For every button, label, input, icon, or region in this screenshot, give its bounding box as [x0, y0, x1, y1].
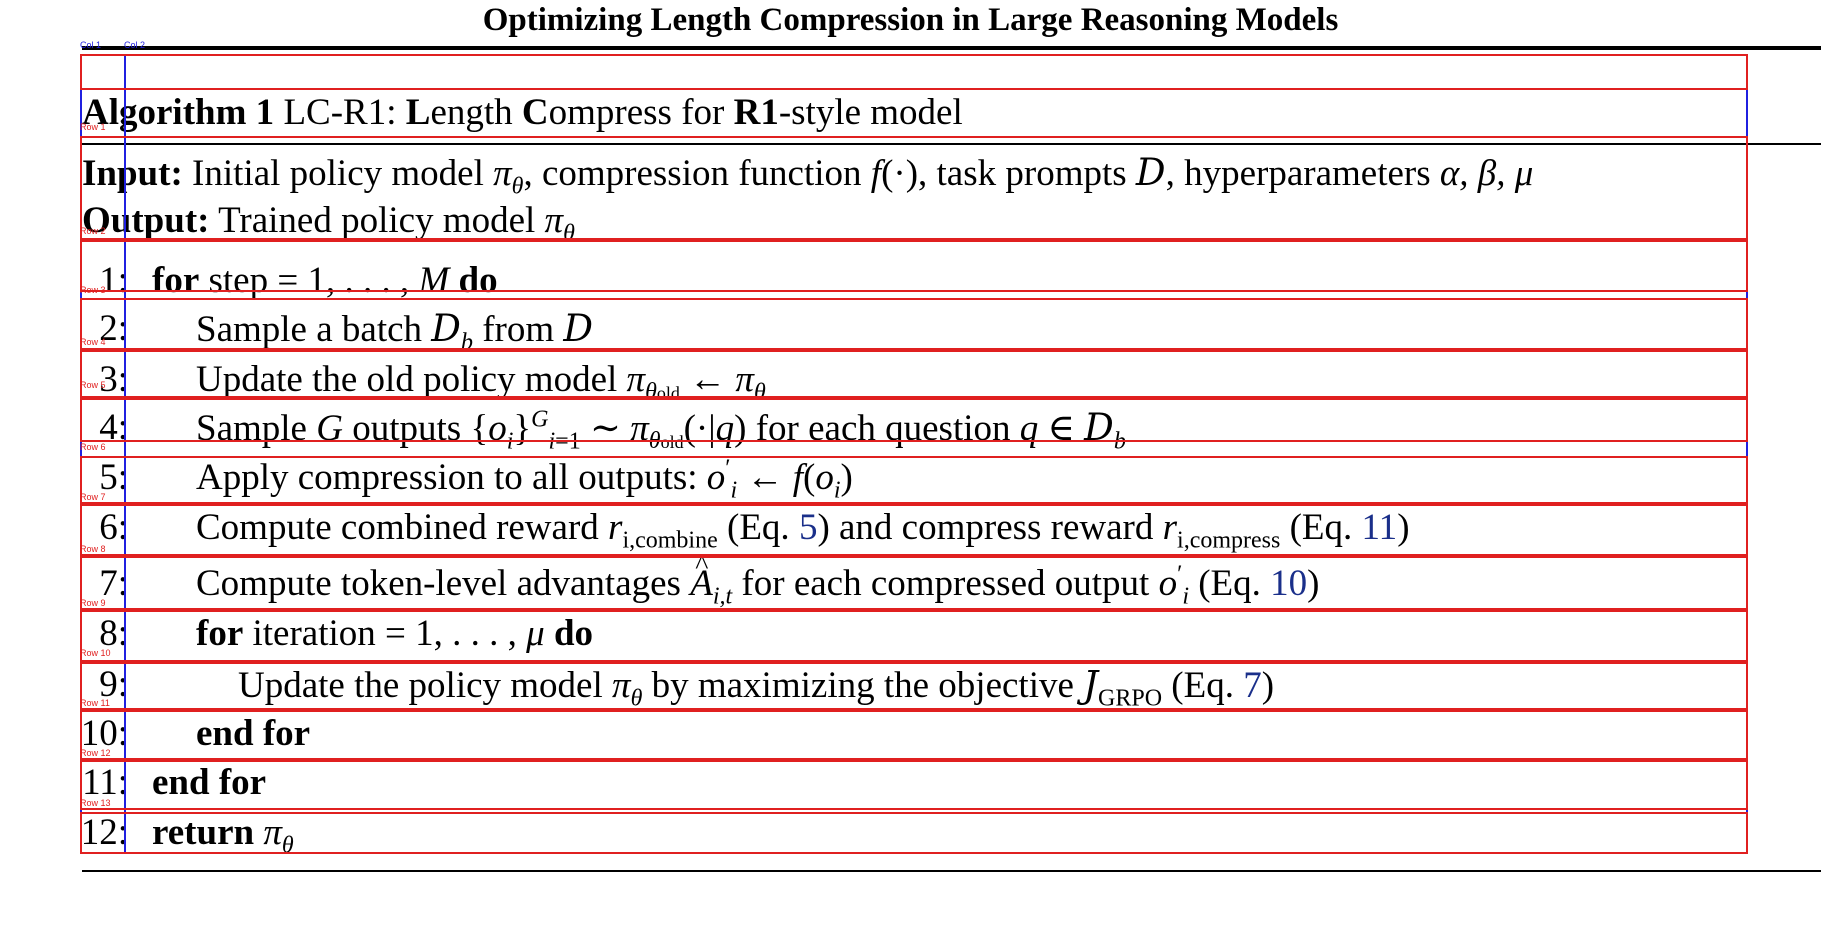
line-number: 11 — [80, 760, 128, 806]
running-head: Optimizing Length Compression in Large R… — [482, 2, 1339, 38]
input-text: , compression function — [523, 153, 871, 194]
equation-ref[interactable]: 5 — [798, 507, 818, 548]
line-statement: end for — [152, 762, 267, 803]
line-number: 8 — [80, 611, 128, 657]
algorithm-name-prefix: LC-R1: — [283, 92, 406, 133]
mid-rule — [82, 143, 1821, 145]
top-rule — [82, 46, 1821, 50]
line-statement: for step = 1, . . . , M do — [152, 260, 498, 301]
line-statement: Sample a batch Db from D — [196, 307, 594, 356]
line-number: 6 — [80, 505, 128, 551]
algorithm-output: Output: Trained policy model πθ — [82, 200, 575, 247]
line-statement: end for — [196, 713, 311, 754]
input-text: , task prompts — [918, 153, 1136, 194]
line-statement: for iteration = 1, . . . , μ do — [196, 613, 594, 654]
row-box — [80, 54, 1748, 90]
line-statement: Update the policy model πθ by maximizing… — [238, 663, 1275, 712]
output-label: Output: — [82, 200, 210, 241]
algorithm-title: Algorithm 1 LC-R1: Length Compress for R… — [82, 90, 963, 136]
line-statement: return πθ — [152, 812, 294, 859]
line-number: 7 — [80, 561, 128, 607]
line-number: 2 — [80, 306, 128, 352]
row-box — [80, 760, 1748, 810]
input-text: , hyperparameters — [1165, 153, 1440, 194]
algorithm-name-suffix: -style model — [778, 92, 963, 133]
row-box — [80, 812, 1748, 854]
line-number: 12 — [80, 810, 128, 856]
line-statement: Sample G outputs {oi}Gi=1 ∼ πθold(·|q) f… — [196, 406, 1126, 455]
algorithm-name-ompress: ompress for — [548, 92, 734, 133]
algorithm-name-L: L — [405, 92, 431, 133]
line-number: 4 — [80, 405, 128, 451]
algorithm-name-ength: ength — [430, 92, 522, 133]
line-number: 10 — [80, 711, 128, 757]
equation-ref[interactable]: 11 — [1361, 507, 1398, 548]
line-number: 1 — [80, 258, 128, 304]
algorithm-input: Input: Initial policy model πθ, compress… — [82, 151, 1534, 200]
bottom-rule — [82, 870, 1821, 872]
algorithm-name-R1: R1 — [733, 92, 779, 133]
line-statement: Update the old policy model πθold ← πθ — [196, 359, 766, 406]
equation-ref[interactable]: 7 — [1243, 665, 1262, 706]
equation-ref[interactable]: 10 — [1270, 563, 1308, 604]
algorithm-label: Algorithm 1 — [82, 92, 275, 133]
output-text: Trained policy model — [218, 200, 545, 241]
line-statement: Compute combined reward ri,combine (Eq. … — [196, 507, 1410, 554]
line-number: 9 — [80, 662, 128, 708]
line-statement: Compute token-level advantages Ai,t for … — [196, 543, 1320, 608]
line-number: 3 — [80, 357, 128, 403]
row-box — [80, 710, 1748, 760]
input-label: Input: — [82, 153, 183, 194]
line-statement: Apply compression to all outputs: o′i ← … — [196, 455, 853, 504]
input-text: Initial policy model — [192, 153, 494, 194]
line-number: 5 — [80, 455, 128, 501]
algorithm-name-C: C — [521, 92, 549, 133]
